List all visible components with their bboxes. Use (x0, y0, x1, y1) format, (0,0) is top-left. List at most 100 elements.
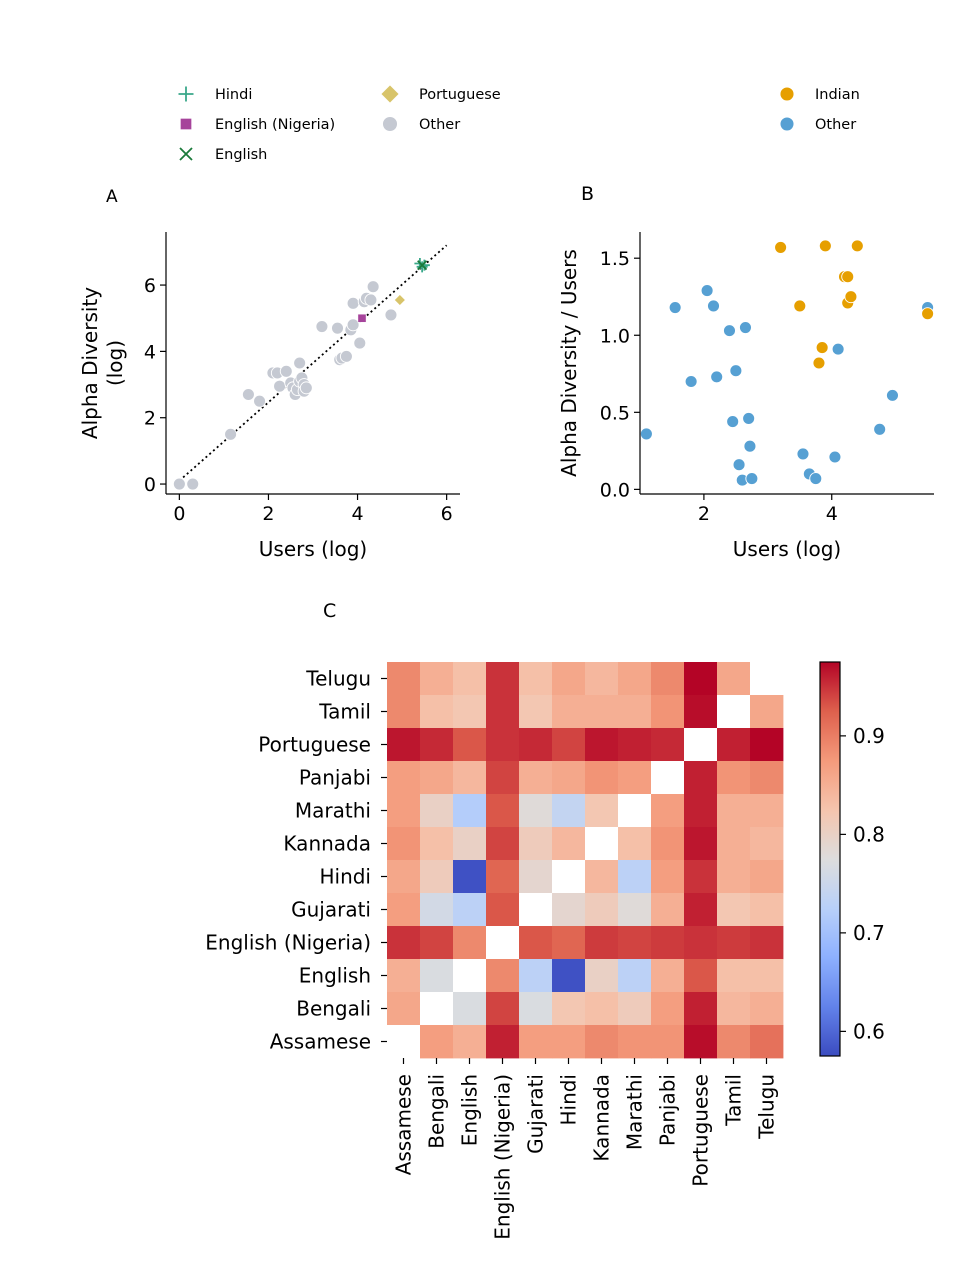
x-tick-label: 0 (173, 503, 185, 525)
heatmap-cell-kannada-telugu (750, 827, 784, 861)
heatmap-cell-panjabi-bengali (420, 761, 454, 795)
panel-letter-c: C (323, 600, 336, 622)
row-label-portuguese: Portuguese (258, 733, 371, 757)
reference-line (178, 244, 448, 482)
heatmap-cell-kannada-tamil (717, 827, 751, 861)
y-tick-label: 4 (144, 341, 156, 363)
col-label-english-nigeria: English (Nigeria) (491, 1074, 515, 1240)
heatmap-cell-portuguese-english (453, 728, 487, 762)
point-other-3 (241, 388, 255, 401)
point-other-18 (299, 381, 313, 395)
legend-marker-portuguese (380, 84, 400, 104)
heatmap-cell-tamil-kannada (585, 695, 619, 729)
heatmap-cell-kannada-english (453, 827, 487, 861)
col-label-assamese: Assamese (392, 1074, 416, 1175)
heatmap-cell-english-nigeria-hindi (552, 926, 586, 960)
legend-marker-indian (779, 86, 795, 102)
col-label-gujarati: Gujarati (524, 1074, 548, 1154)
heatmap-cell-telugu-telugu (750, 662, 784, 696)
heatmap-cell-tamil-panjabi (651, 695, 685, 729)
row-label-english-nigeria: English (Nigeria) (205, 931, 371, 955)
heatmap-cell-assamese-panjabi (651, 1025, 685, 1059)
point-other-8 (279, 364, 293, 378)
heatmap-cell-english-portuguese (684, 959, 718, 993)
heatmap-cell-panjabi-telugu (750, 761, 784, 795)
col-label-hindi: Hindi (557, 1074, 581, 1126)
heatmap-cell-portuguese-english-nigeria (486, 728, 520, 762)
y-tick-label: 6 (144, 275, 156, 297)
heatmap-cell-hindi-tamil (717, 860, 751, 894)
heatmap-cell-english-hindi (552, 959, 586, 993)
heatmap-cell-bengali-gujarati (519, 992, 553, 1026)
heatmap-cell-bengali-english (453, 992, 487, 1026)
heatmap-cell-gujarati-telugu (750, 893, 784, 927)
point-other-18 (828, 450, 842, 464)
heatmap-cell-telugu-gujarati (519, 662, 553, 696)
x-tick-label: 6 (441, 503, 453, 525)
heatmap-cell-bengali-english-nigeria (486, 992, 520, 1026)
point-other-26 (346, 296, 360, 310)
heatmap-cell-telugu-bengali (420, 662, 454, 696)
point-other-1 (668, 301, 682, 314)
heatmap-cell-portuguese-assamese (387, 728, 421, 762)
a-x-axis-label: Users (log) (259, 537, 367, 561)
point-indian-0 (774, 240, 788, 254)
point-other-32 (384, 308, 398, 322)
heatmap-cell-portuguese-tamil (717, 728, 751, 762)
heatmap-cell-hindi-marathi (618, 860, 652, 894)
legend-label-english: English (215, 147, 267, 163)
point-other-2 (684, 375, 698, 388)
point-other-1 (186, 477, 200, 491)
point-other-7 (273, 379, 287, 393)
panel-letter-b: B (581, 183, 594, 205)
point-other-31 (366, 280, 380, 294)
heatmap-cell-panjabi-english-nigeria (486, 761, 520, 795)
heatmap-cell-hindi-english-nigeria (486, 860, 520, 894)
heatmap-cell-assamese-english (453, 1025, 487, 1059)
point-other-17 (809, 472, 823, 486)
heatmap-cell-hindi-english (453, 860, 487, 894)
heatmap-cell-english-marathi (618, 959, 652, 993)
point-indian-1 (793, 299, 807, 313)
heatmap-cell-english-tamil (717, 959, 751, 993)
heatmap-cell-kannada-gujarati (519, 827, 553, 861)
heatmap-cell-english-nigeria-english (453, 926, 487, 960)
x-tick-label: 2 (698, 503, 710, 525)
heatmap-cell-telugu-panjabi (651, 662, 685, 696)
heatmap-cell-english-nigeria-telugu (750, 926, 784, 960)
heatmap-cell-panjabi-portuguese (684, 761, 718, 795)
y-tick-label: 0 (144, 474, 156, 496)
row-label-telugu: Telugu (305, 667, 371, 691)
y-tick-label: 1.0 (600, 325, 630, 347)
legend-label-hindi: Hindi (215, 87, 252, 103)
panel-letter-a: A (106, 187, 118, 207)
heatmap-cell-panjabi-hindi (552, 761, 586, 795)
heatmap-cell-kannada-assamese (387, 827, 421, 861)
colorbar-tick-label: 0.6 (853, 1019, 885, 1043)
point-other-23 (339, 349, 353, 363)
b-y-axis-label: Alpha Diversity / Users (557, 249, 581, 477)
heatmap-cell-assamese-kannada (585, 1025, 619, 1059)
point-other-21 (886, 388, 899, 402)
point-english-nigeria-0 (357, 313, 367, 323)
heatmap-cell-tamil-tamil (717, 695, 751, 729)
legend-label-other: Other (419, 117, 460, 133)
heatmap-cell-portuguese-telugu (750, 728, 784, 762)
heatmap-cell-portuguese-marathi (618, 728, 652, 762)
heatmap-cell-kannada-hindi (552, 827, 586, 861)
a-y-axis-label-line2: (log) (103, 340, 127, 386)
legend-marker-other (779, 116, 795, 132)
row-label-tamil: Tamil (318, 700, 371, 724)
heatmap-cell-marathi-assamese (387, 794, 421, 828)
heatmap-cell-telugu-assamese (387, 662, 421, 696)
heatmap-cell-marathi-telugu (750, 794, 784, 828)
legend-marker-english-nigeria (180, 118, 192, 130)
point-hindi-1 (416, 261, 428, 273)
heatmap-cell-tamil-bengali (420, 695, 454, 729)
point-other-2 (224, 427, 238, 441)
heatmap-cell-tamil-portuguese (684, 695, 718, 729)
heatmap-cell-gujarati-kannada (585, 893, 619, 927)
heatmap-cell-bengali-marathi (618, 992, 652, 1026)
x-tick-label: 2 (262, 503, 274, 525)
